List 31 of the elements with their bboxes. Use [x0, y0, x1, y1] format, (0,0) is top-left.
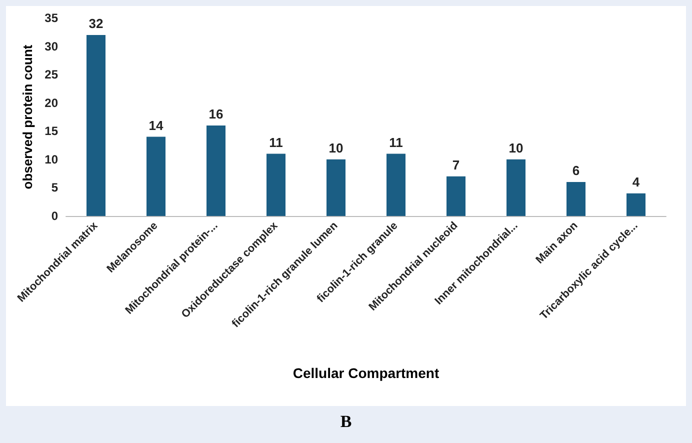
data-label: 4: [632, 174, 640, 190]
y-tick-label: 35: [44, 11, 58, 25]
bar: [566, 182, 586, 216]
data-label: 6: [572, 163, 580, 178]
bar: [146, 136, 166, 216]
data-label: 14: [148, 118, 164, 133]
y-tick-label: 10: [44, 152, 58, 166]
y-tick-label: 25: [44, 68, 58, 82]
y-tick-label: 5: [51, 180, 58, 195]
data-label: 32: [88, 16, 104, 31]
y-tick-label: 15: [44, 124, 58, 138]
data-label: 16: [208, 106, 224, 122]
text: B: [339, 412, 353, 432]
data-label: 11: [269, 134, 283, 150]
bar: [386, 154, 406, 216]
bar: [266, 154, 286, 216]
y-tick-label: 0: [51, 209, 58, 223]
data-label: 10: [328, 140, 344, 156]
data-label: 11: [389, 134, 403, 150]
data-label: 10: [508, 140, 524, 156]
y-tick-label: 20: [44, 96, 58, 110]
bar: [506, 159, 526, 216]
bar: [206, 125, 226, 216]
x-axis-title: Cellular Compartment: [292, 365, 440, 381]
bar: [626, 193, 646, 216]
bar: [86, 34, 106, 216]
data-label: 7: [452, 157, 460, 172]
bar: [446, 176, 466, 216]
y-axis-title: observed protein count: [20, 44, 35, 190]
y-tick-label: 30: [44, 39, 58, 54]
bar: [326, 159, 346, 216]
